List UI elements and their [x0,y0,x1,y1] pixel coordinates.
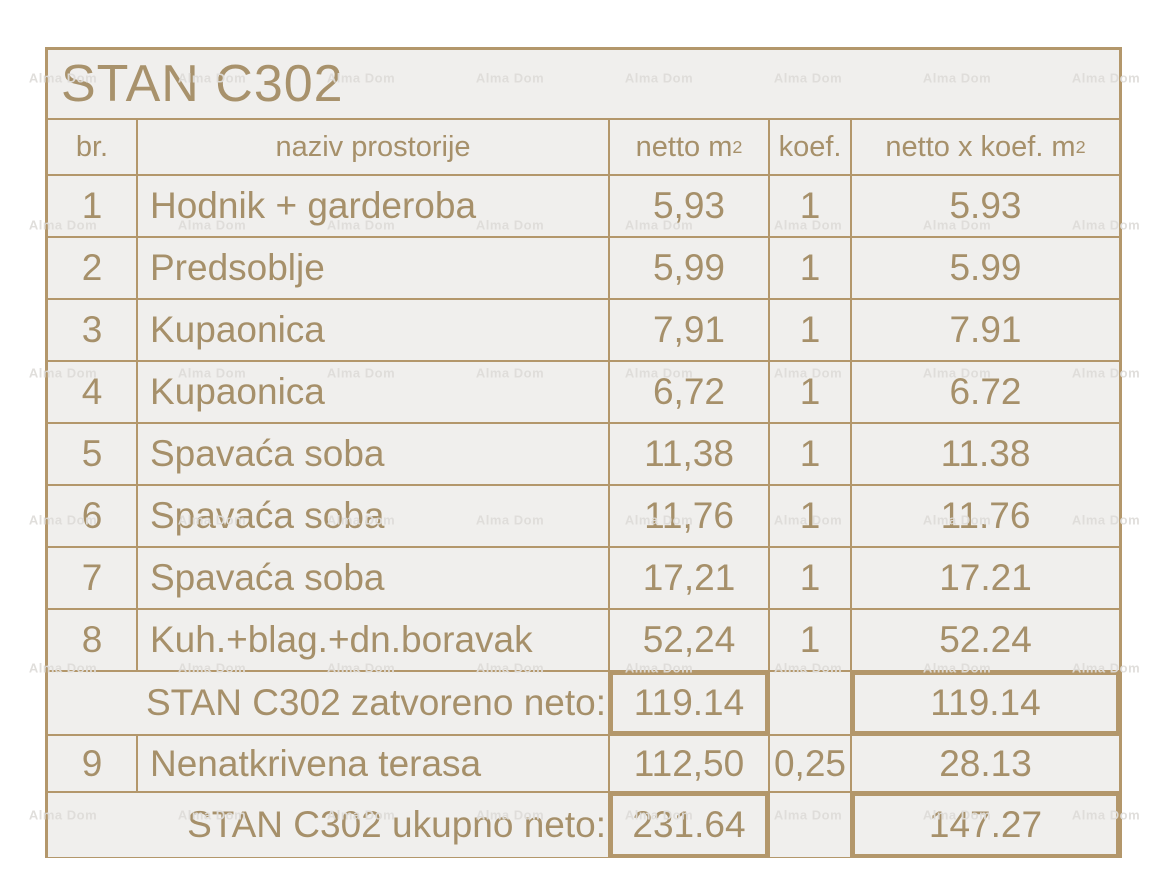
room-koef-cell: 1 [770,610,850,670]
col-header-netto-text: netto m [635,130,733,163]
room-netto-cell: 112,50 [610,736,768,791]
room-netto-koef-cell: 28.13 [852,736,1119,791]
room-number-cell: 8 [48,610,136,670]
room-netto-cell: 6,72 [610,362,768,422]
room-name-cell: Spavaća soba [138,548,608,608]
room-number-cell: 3 [48,300,136,360]
room-netto-koef-cell: 11.38 [852,424,1119,484]
room-number-cell: 9 [48,736,136,791]
room-koef-cell: 1 [770,362,850,422]
room-netto-cell: 5,93 [610,176,768,236]
room-netto-koef-cell: 11.76 [852,486,1119,546]
room-netto-koef-cell: 6.72 [852,362,1119,422]
room-name-cell: Predsoblje [138,238,608,298]
col-header-naziv: naziv prostorije [138,120,608,174]
col-header-netto-koef-sup: 2 [1075,136,1086,157]
room-netto-cell: 7,91 [610,300,768,360]
room-number-cell: 6 [48,486,136,546]
room-koef-cell: 0,25 [770,736,850,791]
room-koef-cell: 1 [770,238,850,298]
room-koef-cell: 1 [770,424,850,484]
room-koef-cell: 1 [770,300,850,360]
room-netto-cell: 5,99 [610,238,768,298]
room-name-cell: Kuh.+blag.+dn.boravak [138,610,608,670]
total-koef-cell [770,793,850,857]
room-netto-koef-cell: 7.91 [852,300,1119,360]
room-name-cell: Kupaonica [138,300,608,360]
room-name-cell: Kupaonica [138,362,608,422]
col-header-netto-koef-text: netto x koef. m [885,130,1076,163]
room-koef-cell: 1 [770,176,850,236]
room-netto-koef-cell: 5.99 [852,238,1119,298]
room-number-cell: 1 [48,176,136,236]
col-header-koef: koef. [770,120,850,174]
room-number-cell: 5 [48,424,136,484]
room-koef-cell: 1 [770,486,850,546]
room-name-cell: Nenatkrivena terasa [138,736,608,791]
col-header-br: br. [48,120,136,174]
subtotal-netto-koef-cell: 119.14 [852,672,1119,734]
room-netto-koef-cell: 52.24 [852,610,1119,670]
room-netto-cell: 11,76 [610,486,768,546]
subtotal-netto-cell: 119.14 [610,672,768,734]
room-name-cell: Spavaća soba [138,486,608,546]
room-number-cell: 2 [48,238,136,298]
total-netto-koef-cell: 147.27 [852,793,1119,857]
total-netto-cell: 231.64 [610,793,768,857]
room-number-cell: 7 [48,548,136,608]
room-name-cell: Hodnik + garderoba [138,176,608,236]
room-name-cell: Spavaća soba [138,424,608,484]
room-netto-cell: 17,21 [610,548,768,608]
total-label: STAN C302 ukupno neto: [48,793,608,857]
subtotal-label: STAN C302 zatvoreno neto: [48,672,608,734]
table-title: STAN C302 [48,50,1119,118]
room-netto-koef-cell: 5.93 [852,176,1119,236]
subtotal-koef-cell [770,672,850,734]
room-netto-cell: 52,24 [610,610,768,670]
room-koef-cell: 1 [770,548,850,608]
col-header-netto-sup: 2 [732,136,743,157]
room-netto-koef-cell: 17.21 [852,548,1119,608]
room-number-cell: 4 [48,362,136,422]
room-netto-cell: 11,38 [610,424,768,484]
